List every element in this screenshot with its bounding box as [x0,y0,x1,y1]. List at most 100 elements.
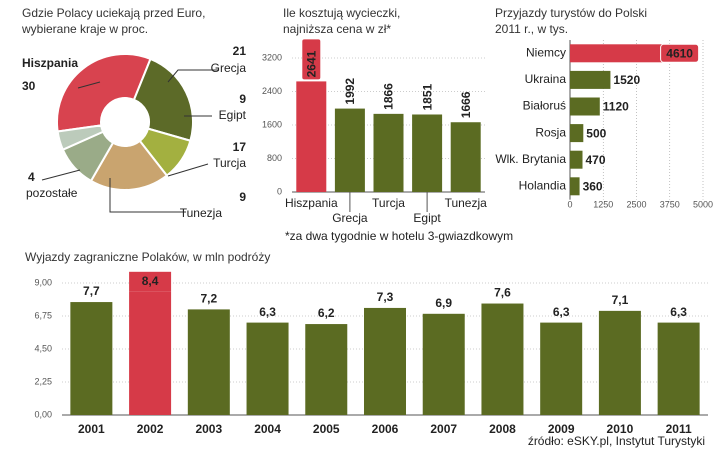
pie-segment [56,53,152,133]
x-tick-label: 2001 [78,422,105,436]
y-tick-label: Wlk. Brytania [495,152,566,166]
x-tick-label: Turcja [372,196,405,210]
value-label-box [129,271,172,292]
bar [246,322,289,415]
y-tick-label: 4,50 [34,343,52,353]
x-tick-label: 2002 [137,422,164,436]
value-label: 6,9 [435,296,452,310]
value-label: 7,6 [494,286,511,300]
bar [481,303,524,415]
bar [70,302,113,415]
bar [570,97,600,116]
x-tick-label: Egipt [413,211,441,225]
footnote: *za dwa tygodnie w hotelu 3-gwiazdkowym [285,229,513,243]
x-tick-label: 2004 [254,422,281,436]
category-label: Grecja [211,61,247,75]
category-label: Hiszpania [22,56,78,70]
x-tick-label: 2003 [195,422,222,436]
value-label: 470 [586,153,606,167]
value-label: 4 [28,170,35,184]
y-tick-label: Rosja [535,125,566,139]
x-tick-label: 2500 [626,199,646,209]
bar [570,150,583,169]
value-label-group: 2641 [302,39,321,80]
y-tick-label: 2400 [262,86,282,96]
leader-line [41,169,81,181]
y-tick-label: Ukraina [525,72,567,86]
chart-title: Gdzie Polacy uciekają przed Euro, [22,6,205,20]
y-tick-label: 1600 [262,119,282,129]
value-label: 1851 [420,83,434,110]
value-label: 7,1 [612,293,629,307]
x-tick-label: Grecja [332,211,368,225]
value-label-group: 1866 [382,83,396,110]
bar [570,177,580,196]
value-label-group: 1851 [420,83,434,110]
value-label: 360 [583,179,603,193]
x-tick-label: 2008 [489,422,516,436]
bar [422,313,465,415]
value-label: 6,2 [318,306,335,320]
value-label: 8,4 [142,274,159,288]
value-label-group: 1992 [343,78,357,105]
value-label: 4610 [666,46,693,60]
x-tick-label: 3750 [660,199,680,209]
x-tick-label: 2009 [548,422,575,436]
y-tick-label: Holandia [519,178,567,192]
value-label: 7,2 [200,292,217,306]
chart-title: Wyjazdy zagraniczne Polaków, w mln podró… [25,250,270,264]
x-tick-label: Hiszpania [285,196,338,210]
x-tick-label: 2007 [430,422,457,436]
leader-line [77,81,101,89]
pie-segment [56,124,105,151]
value-label: 1666 [459,91,473,118]
value-label: 21 [233,44,247,58]
x-tick-label: 2005 [313,422,340,436]
x-tick-label: 2006 [372,422,399,436]
category-label: pozostałe [26,186,78,200]
source: źródło: eSKY.pl, Instytut Turystyki [528,434,705,448]
x-tick-label: 2011 [666,422,692,436]
y-tick-label: 0,00 [34,409,52,419]
bar [450,122,481,192]
bar [570,124,584,143]
bar [598,310,641,415]
y-tick-label: 3200 [262,52,282,62]
bar [570,70,611,89]
bar [412,114,443,192]
y-tick-label: 800 [267,153,282,163]
category-label: Egipt [219,108,247,122]
x-tick-label: 1250 [593,199,613,209]
value-label: 6,3 [259,305,276,319]
x-tick-label: Tunezja [445,196,488,210]
y-tick-label: 0 [277,186,282,196]
value-label: 1120 [603,100,629,114]
chart-title: najniższa cena w zł* [283,22,391,36]
y-tick-label: 9,00 [34,277,52,287]
bar [373,113,404,192]
value-label: 6,3 [553,305,570,319]
bar [334,108,365,192]
bar [364,307,406,415]
chart-title: wybierane kraje w proc. [21,22,148,36]
leader-line [167,69,218,83]
value-label: 2641 [304,50,318,77]
y-tick-label: Białoruś [523,99,566,113]
pie-segment [132,57,194,142]
value-label: 1992 [343,78,357,105]
value-label: 17 [233,140,247,154]
category-label: Tunezja [180,206,223,220]
x-tick-label: 0 [567,199,572,209]
category-label: Turcja [213,156,246,170]
value-label: 6,3 [670,305,687,319]
value-label: 9 [239,92,246,106]
bar [129,291,172,415]
chart-title: Ile kosztują wycieczki, [283,6,400,20]
leader-line [109,178,186,213]
y-tick-label: 2,25 [34,376,52,386]
value-label: 30 [22,79,36,93]
chart-title: Przyjazdy turystów do Polski [495,6,647,20]
value-label-group: 1666 [459,91,473,118]
value-label-box [660,43,700,63]
